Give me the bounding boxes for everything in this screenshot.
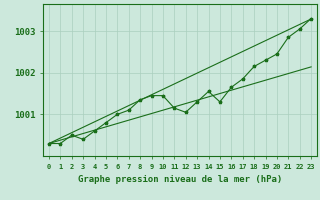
X-axis label: Graphe pression niveau de la mer (hPa): Graphe pression niveau de la mer (hPa): [78, 175, 282, 184]
